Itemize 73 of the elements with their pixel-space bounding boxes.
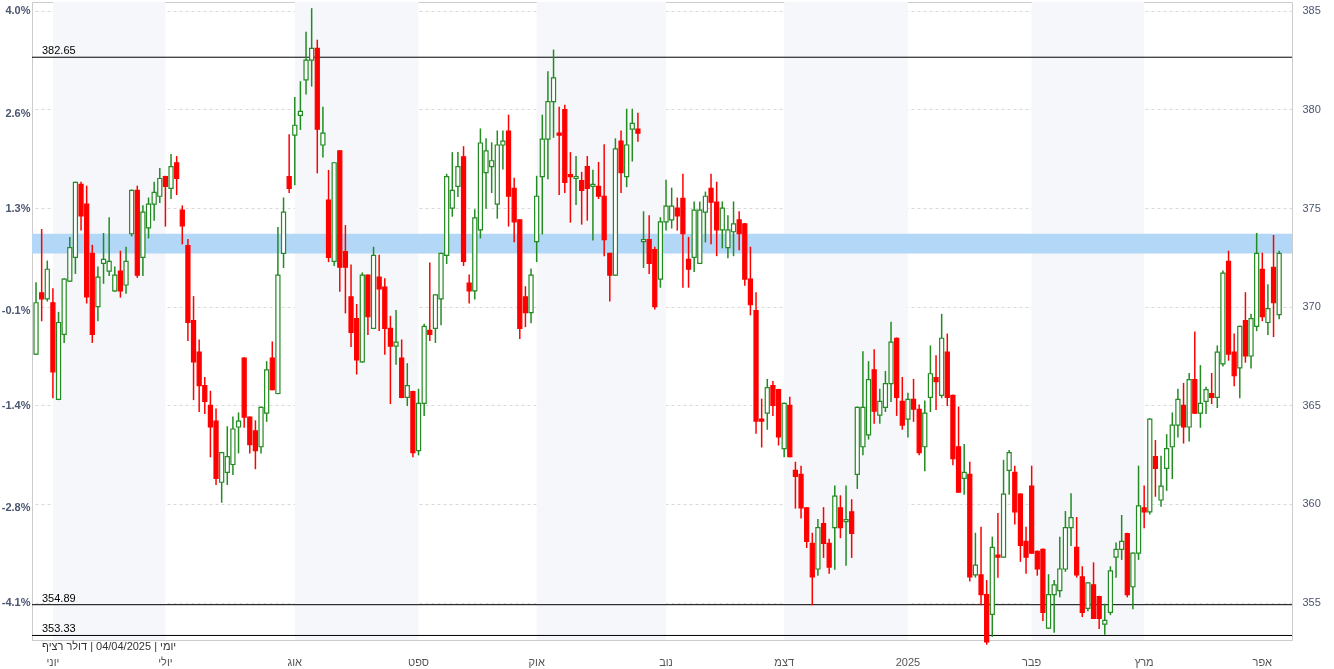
x-tick-label: פבר (1022, 655, 1042, 668)
candlestick (843, 485, 849, 566)
candlestick (590, 169, 596, 241)
candlestick (961, 444, 967, 495)
candlestick (933, 355, 939, 411)
y2-tick-label: 4.0% (5, 4, 31, 17)
y-tick-label: 360 (1302, 497, 1321, 510)
y2-tick-label: -2.8% (1, 501, 31, 514)
x-tick-label: יוני (46, 655, 60, 668)
y2-tick-label: 2.6% (5, 106, 31, 119)
candlestick (849, 499, 855, 558)
candlestick (162, 175, 169, 227)
x-tick-label: אוק (528, 655, 545, 668)
candlestick (635, 112, 641, 142)
y-tick-label: 385 (1302, 4, 1321, 17)
candlestick (899, 376, 905, 430)
candlestick (1102, 603, 1108, 635)
candlestick (39, 229, 45, 322)
candlestick (1265, 284, 1271, 336)
candlestick (972, 532, 979, 578)
candlestick (1197, 365, 1204, 428)
candlestick (393, 309, 399, 365)
candlestick (466, 274, 472, 304)
x-tick-label: 2025 (895, 655, 921, 668)
candlestick (573, 156, 579, 205)
candlestick (607, 252, 613, 302)
y-tick-label: 355 (1302, 596, 1321, 609)
x-tick-label: דצמ (774, 655, 794, 668)
y2-tick-label: -4.1% (1, 596, 31, 609)
candlestick (685, 236, 692, 288)
candlestick (123, 246, 129, 294)
y2-tick-label: 1.3% (5, 201, 31, 214)
candlestick (320, 106, 326, 158)
x-tick-label: אוג (287, 655, 303, 668)
candlestick (179, 205, 185, 245)
candlestick (1203, 386, 1209, 414)
candlestick (1164, 434, 1170, 491)
candlestick (297, 81, 304, 130)
ref-line-label: 382.65 (42, 44, 76, 57)
candlestick (1141, 485, 1147, 529)
candlestick (404, 363, 410, 407)
x-tick-label: ספט (408, 655, 430, 668)
candlestick (629, 108, 635, 162)
ref-line-label: 354.89 (42, 591, 76, 604)
y-tick-label: 365 (1302, 398, 1321, 411)
y-tick-label: 375 (1302, 201, 1321, 214)
ref-line-label: 353.33 (42, 622, 76, 635)
candlestick (174, 156, 180, 196)
candlestick (168, 154, 174, 199)
x-tick-label: מרץ (1134, 655, 1154, 668)
candlestick (235, 412, 242, 454)
x-tick-label: יולי (158, 655, 173, 668)
candlestick (117, 250, 124, 298)
candlestick (995, 513, 1001, 578)
candlestick (1006, 449, 1012, 495)
candlestick (286, 134, 292, 194)
candlestick (1209, 373, 1215, 405)
candlestick (927, 345, 934, 412)
y2-tick-label: -0.1% (1, 303, 31, 316)
candlestick (1180, 382, 1187, 444)
candlestick (837, 495, 844, 539)
candlestick (455, 152, 461, 198)
y-tick-label: 380 (1302, 102, 1321, 115)
y2-tick-label: -1.4% (1, 398, 31, 411)
annotation: יומי | 04/04/2025 | דולר רציף (42, 640, 177, 652)
x-tick-label: נוב (659, 655, 673, 668)
candlestick (1158, 455, 1164, 507)
x-tick-label: אפר (1252, 655, 1273, 668)
candlestick (427, 262, 433, 341)
candlestick (1152, 440, 1159, 497)
candlestick (640, 211, 647, 269)
candlestick (112, 266, 118, 292)
y-tick-label: 370 (1302, 300, 1321, 313)
